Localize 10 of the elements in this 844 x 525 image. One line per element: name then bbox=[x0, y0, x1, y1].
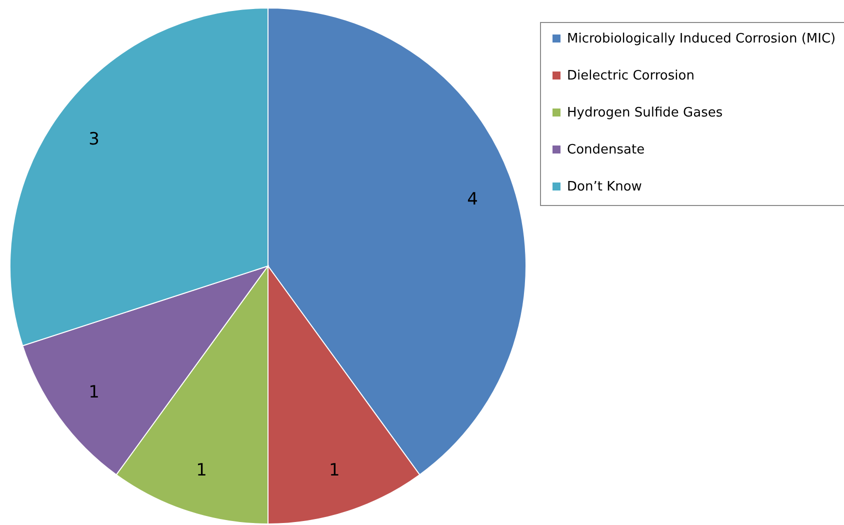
legend-label: Condensate bbox=[567, 142, 645, 158]
data-label: 1 bbox=[329, 460, 340, 480]
data-label: 1 bbox=[196, 460, 207, 480]
legend-label: Don’t Know bbox=[567, 180, 642, 194]
legend-label: Dielectric Corrosion bbox=[567, 68, 694, 84]
legend-label: Hydrogen Sulfide Gases bbox=[567, 106, 723, 120]
legend-label: Microbiologically Induced Corrosion (MIC) bbox=[567, 32, 836, 46]
data-label: 1 bbox=[88, 382, 100, 402]
data-label: 4 bbox=[467, 190, 478, 210]
data-label: 3 bbox=[88, 130, 100, 150]
